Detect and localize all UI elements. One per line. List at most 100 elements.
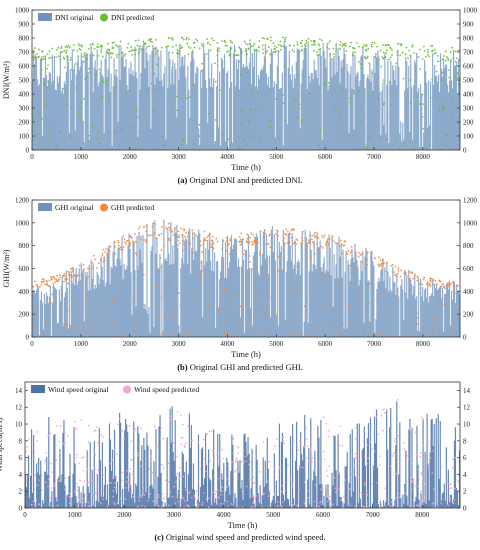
marker — [386, 138, 389, 141]
marker — [426, 440, 429, 443]
marker — [251, 53, 254, 56]
bar — [377, 504, 380, 508]
marker — [411, 277, 414, 280]
bar — [275, 83, 277, 150]
marker — [135, 240, 137, 243]
bar — [213, 271, 215, 337]
marker — [425, 147, 427, 150]
bar — [408, 269, 410, 337]
bar — [266, 255, 268, 337]
bar — [39, 299, 42, 337]
marker — [169, 415, 171, 418]
marker — [411, 427, 414, 430]
marker — [235, 248, 238, 250]
legend-swatch-original — [31, 385, 45, 393]
bar — [293, 74, 295, 150]
marker — [53, 482, 56, 485]
marker — [232, 503, 235, 506]
bar — [64, 84, 66, 150]
bar — [143, 308, 145, 337]
bar — [362, 252, 364, 337]
bar — [164, 260, 166, 337]
marker — [78, 462, 81, 465]
marker — [89, 331, 92, 333]
marker — [282, 36, 284, 39]
marker — [155, 47, 157, 49]
bar — [156, 237, 158, 337]
bar — [290, 260, 292, 337]
bar — [84, 271, 86, 337]
marker — [115, 475, 118, 477]
marker — [393, 271, 395, 274]
marker — [130, 440, 133, 443]
bar — [224, 277, 226, 337]
bar — [350, 66, 352, 150]
bar — [352, 257, 354, 337]
marker — [167, 333, 169, 335]
bar — [355, 251, 357, 337]
marker — [59, 131, 61, 133]
marker — [320, 245, 322, 248]
marker — [140, 504, 143, 507]
marker — [367, 147, 370, 150]
bar — [282, 494, 285, 508]
marker — [184, 442, 187, 445]
marker — [454, 50, 457, 53]
bar — [131, 74, 133, 150]
marker — [234, 331, 237, 334]
marker — [429, 279, 432, 282]
bar — [457, 504, 460, 508]
bar — [372, 465, 375, 508]
marker — [306, 244, 308, 247]
marker — [100, 44, 103, 47]
bar — [61, 474, 63, 508]
bar — [137, 137, 139, 150]
marker — [325, 244, 327, 247]
marker — [266, 480, 269, 483]
bar — [187, 66, 189, 150]
marker — [100, 49, 102, 52]
marker — [440, 425, 443, 427]
bar — [49, 286, 52, 337]
bar — [336, 244, 338, 337]
bar — [447, 469, 449, 508]
marker — [70, 136, 72, 139]
bar — [327, 90, 329, 150]
marker — [116, 56, 118, 59]
bar — [388, 291, 390, 337]
marker — [123, 238, 126, 240]
marker — [86, 75, 88, 78]
marker — [79, 479, 82, 482]
marker — [420, 309, 423, 311]
bar — [458, 450, 460, 508]
bar — [148, 306, 150, 337]
bar — [73, 285, 75, 337]
bar — [283, 500, 286, 508]
marker — [112, 495, 115, 498]
bar — [316, 77, 318, 150]
marker — [435, 70, 438, 73]
legend-swatch-predicted — [100, 203, 108, 212]
marker — [272, 482, 275, 485]
marker — [241, 490, 243, 493]
bar — [382, 81, 384, 150]
bar — [72, 266, 74, 337]
bar — [304, 45, 306, 150]
marker — [329, 500, 332, 502]
bar — [274, 137, 276, 150]
marker — [321, 39, 323, 42]
marker — [135, 49, 137, 51]
bar — [176, 498, 178, 508]
marker — [128, 425, 131, 427]
marker — [28, 495, 31, 498]
marker — [453, 499, 456, 501]
marker — [383, 408, 385, 411]
marker — [171, 45, 174, 48]
marker — [262, 52, 264, 55]
marker — [366, 143, 368, 146]
marker — [395, 295, 398, 297]
bar — [50, 84, 53, 150]
bar — [33, 292, 36, 337]
marker — [238, 147, 241, 150]
x-tick-label: 1000 — [68, 511, 83, 519]
